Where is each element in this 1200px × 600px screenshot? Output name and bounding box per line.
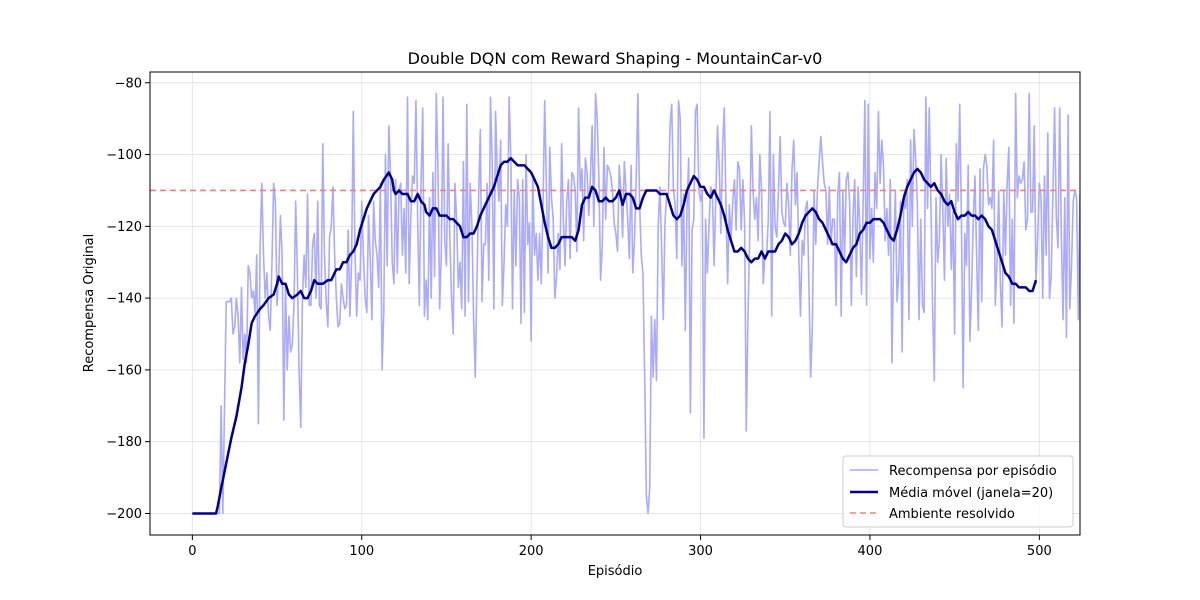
legend-box bbox=[842, 455, 1074, 528]
legend: Recompensa por episódio Média móvel (jan… bbox=[842, 455, 1074, 528]
y-tick-label: −100 bbox=[106, 148, 142, 163]
y-axis-label: Recompensa Original bbox=[82, 234, 97, 372]
y-tick-label: −160 bbox=[106, 363, 142, 378]
y-tick-label: −200 bbox=[106, 507, 142, 522]
x-tick-label: 100 bbox=[349, 544, 374, 559]
x-tick-label: 0 bbox=[188, 544, 196, 559]
x-axis-label: Episódio bbox=[588, 564, 643, 579]
chart-title: Double DQN com Reward Shaping - Mountain… bbox=[408, 49, 823, 68]
y-tick-label: −80 bbox=[115, 76, 142, 91]
x-tick-label: 500 bbox=[1027, 544, 1052, 559]
plot-frame bbox=[149, 71, 1081, 536]
y-axis: −200 −180 −160 −140 −120 −100 −80 bbox=[106, 76, 150, 522]
y-tick-label: −180 bbox=[106, 435, 142, 450]
legend-label-solved: Ambiente resolvido bbox=[889, 507, 1015, 522]
plot-area bbox=[150, 92, 1080, 515]
x-tick-label: 300 bbox=[688, 544, 713, 559]
legend-label-episode: Recompensa por episódio bbox=[889, 464, 1057, 479]
y-tick-label: −140 bbox=[106, 292, 142, 307]
legend-label-moving-avg: Média móvel (janela=20) bbox=[889, 486, 1053, 501]
y-tick-label: −120 bbox=[106, 220, 142, 235]
x-tick-label: 400 bbox=[858, 544, 883, 559]
episode-reward-line bbox=[192, 92, 1080, 515]
x-axis: 0 100 200 300 400 500 bbox=[188, 535, 1052, 559]
x-tick-label: 200 bbox=[519, 544, 544, 559]
moving-average-line bbox=[192, 156, 1038, 515]
